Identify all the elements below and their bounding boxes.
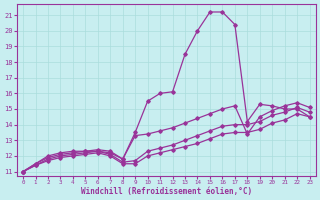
X-axis label: Windchill (Refroidissement éolien,°C): Windchill (Refroidissement éolien,°C)	[81, 187, 252, 196]
